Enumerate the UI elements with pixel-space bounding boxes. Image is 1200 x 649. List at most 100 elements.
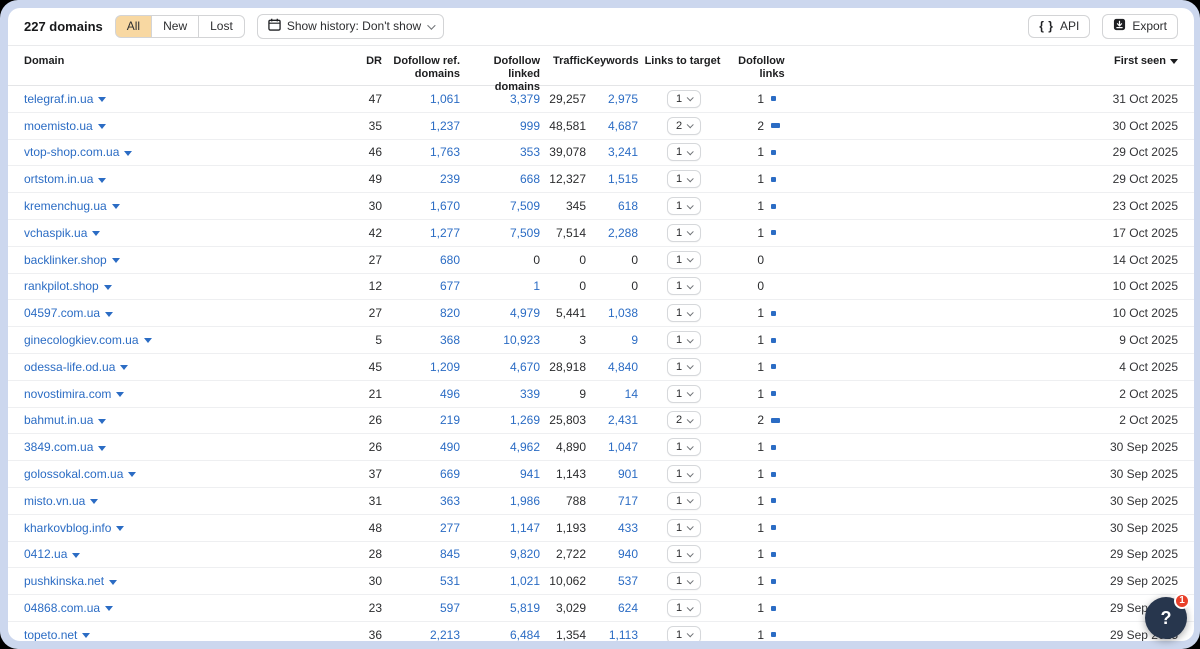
domain-caret-icon[interactable] bbox=[124, 150, 133, 156]
domain-link[interactable]: vchaspik.ua bbox=[24, 225, 88, 240]
keywords-link[interactable]: 901 bbox=[617, 467, 638, 482]
dofollow-ref-domains-link[interactable]: 239 bbox=[439, 172, 460, 187]
dofollow-ref-domains-link[interactable]: 845 bbox=[439, 547, 460, 562]
header-dofollow-links[interactable]: Dofollow links bbox=[738, 55, 785, 80]
domain-caret-icon[interactable] bbox=[98, 445, 107, 451]
links-to-target-dropdown[interactable]: 1 bbox=[666, 572, 702, 591]
dofollow-ref-domains-link[interactable]: 1,237 bbox=[429, 118, 460, 133]
domain-caret-icon[interactable] bbox=[98, 97, 107, 103]
filter-all-button[interactable]: All bbox=[114, 15, 153, 38]
keywords-link[interactable]: 433 bbox=[617, 520, 638, 535]
links-to-target-dropdown[interactable]: 1 bbox=[666, 384, 702, 403]
keywords-link[interactable]: 4,840 bbox=[607, 359, 638, 374]
domain-caret-icon[interactable] bbox=[105, 311, 114, 317]
dofollow-linked-domains-link[interactable]: 339 bbox=[519, 386, 540, 401]
domain-caret-icon[interactable] bbox=[109, 579, 118, 585]
keywords-link[interactable]: 717 bbox=[617, 493, 638, 508]
domain-caret-icon[interactable] bbox=[98, 418, 107, 424]
links-to-target-dropdown[interactable]: 1 bbox=[666, 491, 702, 510]
dofollow-ref-domains-link[interactable]: 1,277 bbox=[429, 225, 460, 240]
header-first-seen[interactable]: First seen bbox=[805, 55, 1178, 68]
links-to-target-dropdown[interactable]: 1 bbox=[666, 250, 702, 269]
domain-caret-icon[interactable] bbox=[92, 231, 101, 237]
keywords-link[interactable]: 3,241 bbox=[607, 145, 638, 160]
keywords-link[interactable]: 1,038 bbox=[607, 306, 638, 321]
dofollow-linked-domains-link[interactable]: 6,484 bbox=[509, 627, 540, 641]
help-button[interactable]: ? 1 bbox=[1145, 593, 1190, 639]
keywords-link[interactable]: 537 bbox=[617, 574, 638, 589]
dofollow-ref-domains-link[interactable]: 2,213 bbox=[429, 627, 460, 641]
domain-link[interactable]: odessa-life.od.ua bbox=[24, 359, 116, 374]
dofollow-linked-domains-link[interactable]: 7,509 bbox=[509, 199, 540, 214]
dofollow-ref-domains-link[interactable]: 1,209 bbox=[429, 359, 460, 374]
domain-link[interactable]: rankpilot.shop bbox=[24, 279, 99, 294]
links-to-target-dropdown[interactable]: 1 bbox=[666, 331, 702, 350]
domain-caret-icon[interactable] bbox=[128, 472, 137, 478]
domain-link[interactable]: 3849.com.ua bbox=[24, 440, 94, 455]
dofollow-ref-domains-link[interactable]: 597 bbox=[439, 601, 460, 616]
show-history-dropdown[interactable]: Show history: Don't show bbox=[256, 14, 445, 39]
filter-new-button[interactable]: New bbox=[151, 15, 200, 38]
dofollow-linked-domains-link[interactable]: 4,979 bbox=[509, 306, 540, 321]
domain-link[interactable]: bahmut.in.ua bbox=[24, 413, 94, 428]
dofollow-linked-domains-link[interactable]: 1,269 bbox=[509, 413, 540, 428]
dofollow-ref-domains-link[interactable]: 531 bbox=[439, 574, 460, 589]
domain-link[interactable]: kremenchug.ua bbox=[24, 199, 107, 214]
domain-link[interactable]: golossokal.com.ua bbox=[24, 467, 124, 482]
header-domain[interactable]: Domain bbox=[24, 55, 65, 67]
dofollow-ref-domains-link[interactable]: 1,763 bbox=[429, 145, 460, 160]
links-to-target-dropdown[interactable]: 1 bbox=[666, 89, 702, 108]
keywords-link[interactable]: 1,113 bbox=[608, 627, 638, 641]
domain-link[interactable]: topeto.net bbox=[24, 627, 78, 641]
dofollow-ref-domains-link[interactable]: 677 bbox=[439, 279, 460, 294]
domain-caret-icon[interactable] bbox=[97, 124, 106, 130]
dofollow-linked-domains-link[interactable]: 4,962 bbox=[509, 440, 540, 455]
links-to-target-dropdown[interactable]: 1 bbox=[666, 599, 702, 618]
domain-link[interactable]: kharkovblog.info bbox=[24, 520, 112, 535]
domain-link[interactable]: vtop-shop.com.ua bbox=[24, 145, 120, 160]
links-to-target-dropdown[interactable]: 1 bbox=[666, 545, 702, 564]
links-to-target-dropdown[interactable]: 1 bbox=[666, 357, 702, 376]
links-to-target-dropdown[interactable]: 1 bbox=[666, 223, 702, 242]
links-to-target-dropdown[interactable]: 1 bbox=[666, 465, 702, 484]
api-button[interactable]: { } API bbox=[1028, 15, 1091, 38]
dofollow-ref-domains-link[interactable]: 1,061 bbox=[429, 91, 460, 106]
domain-link[interactable]: telegraf.in.ua bbox=[24, 91, 94, 106]
dofollow-linked-domains-link[interactable]: 999 bbox=[519, 118, 540, 133]
domain-caret-icon[interactable] bbox=[72, 552, 81, 558]
keywords-link[interactable]: 624 bbox=[617, 601, 638, 616]
keywords-link[interactable]: 4,687 bbox=[607, 118, 638, 133]
domain-link[interactable]: 04597.com.ua bbox=[24, 306, 101, 321]
dofollow-linked-domains-link[interactable]: 4,670 bbox=[509, 359, 540, 374]
keywords-link[interactable]: 1,047 bbox=[607, 440, 638, 455]
dofollow-linked-domains-link[interactable]: 7,509 bbox=[509, 225, 540, 240]
export-button[interactable]: Export bbox=[1102, 14, 1178, 39]
keywords-link[interactable]: 940 bbox=[617, 547, 638, 562]
keywords-link[interactable]: 2,975 bbox=[607, 91, 638, 106]
dofollow-linked-domains-link[interactable]: 668 bbox=[519, 172, 540, 187]
dofollow-linked-domains-link[interactable]: 5,819 bbox=[509, 601, 540, 616]
dofollow-ref-domains-link[interactable]: 219 bbox=[439, 413, 460, 428]
header-links-to-target[interactable]: Links to target bbox=[644, 55, 721, 67]
dofollow-linked-domains-link[interactable]: 3,379 bbox=[509, 91, 540, 106]
keywords-link[interactable]: 618 bbox=[617, 199, 638, 214]
domain-caret-icon[interactable] bbox=[82, 633, 91, 639]
links-to-target-dropdown[interactable]: 1 bbox=[666, 625, 702, 641]
links-to-target-dropdown[interactable]: 1 bbox=[666, 170, 702, 189]
dofollow-ref-domains-link[interactable]: 1,670 bbox=[429, 199, 460, 214]
links-to-target-dropdown[interactable]: 2 bbox=[666, 116, 702, 135]
domain-caret-icon[interactable] bbox=[90, 499, 99, 505]
links-to-target-dropdown[interactable]: 1 bbox=[666, 197, 702, 216]
header-dr[interactable]: DR bbox=[366, 55, 382, 67]
domain-caret-icon[interactable] bbox=[103, 284, 112, 290]
header-dofollow-ref-domains[interactable]: Dofollow ref. domains bbox=[393, 55, 460, 80]
links-to-target-dropdown[interactable]: 1 bbox=[666, 518, 702, 537]
domain-caret-icon[interactable] bbox=[116, 391, 125, 397]
domain-caret-icon[interactable] bbox=[116, 525, 125, 531]
dofollow-linked-domains-link[interactable]: 1,021 bbox=[509, 574, 540, 589]
domain-caret-icon[interactable] bbox=[105, 606, 114, 612]
domain-link[interactable]: novostimira.com bbox=[24, 386, 112, 401]
links-to-target-dropdown[interactable]: 1 bbox=[666, 143, 702, 162]
dofollow-linked-domains-link[interactable]: 9,820 bbox=[509, 547, 540, 562]
dofollow-ref-domains-link[interactable]: 820 bbox=[439, 306, 460, 321]
